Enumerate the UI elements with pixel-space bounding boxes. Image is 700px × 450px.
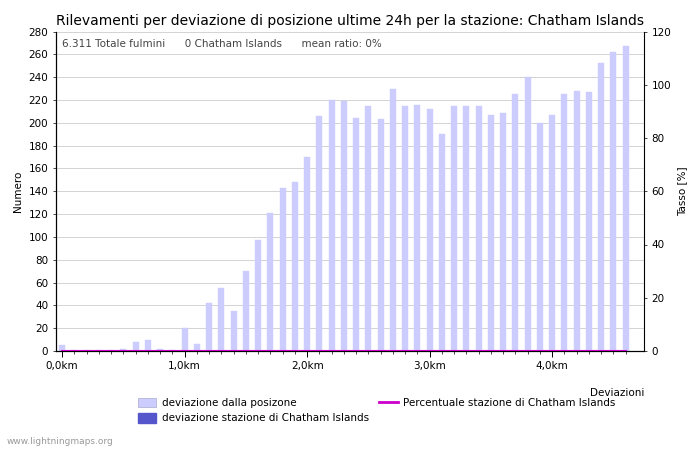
Text: 6.311 Totale fulmini      0 Chatham Islands      mean ratio: 0%: 6.311 Totale fulmini 0 Chatham Islands m… (62, 40, 382, 50)
Bar (157, 349, 163, 351)
Bar (500, 112, 506, 351)
Bar (377, 119, 384, 351)
Bar (402, 106, 408, 351)
Bar (169, 350, 176, 351)
Bar (132, 342, 139, 351)
Bar (71, 350, 78, 351)
Y-axis label: Numero: Numero (13, 171, 23, 212)
Bar (206, 303, 212, 351)
Bar (218, 288, 225, 351)
Bar (341, 101, 347, 351)
Text: Deviazioni: Deviazioni (589, 388, 644, 398)
Bar (524, 77, 531, 351)
Title: Rilevamenti per deviazione di posizione ultime 24h per la stazione: Chatham Isla: Rilevamenti per deviazione di posizione … (56, 14, 644, 27)
Bar (426, 109, 433, 351)
Bar (586, 92, 592, 351)
Bar (255, 240, 261, 351)
Bar (243, 271, 249, 351)
Bar (194, 344, 200, 351)
Bar (439, 134, 445, 351)
Bar (316, 116, 323, 351)
Bar (573, 91, 580, 351)
Bar (145, 340, 151, 351)
Y-axis label: Tasso [%]: Tasso [%] (677, 166, 687, 216)
Bar (267, 213, 274, 351)
Bar (292, 182, 298, 351)
Bar (365, 106, 372, 351)
Bar (353, 118, 359, 351)
Bar (120, 349, 127, 351)
Bar (598, 63, 604, 351)
Bar (488, 115, 494, 351)
Bar (59, 345, 65, 351)
Legend: deviazione dalla posizone, deviazione stazione di Chatham Islands, Percentuale s: deviazione dalla posizone, deviazione st… (138, 398, 615, 423)
Bar (475, 106, 482, 351)
Text: www.lightningmaps.org: www.lightningmaps.org (7, 436, 113, 446)
Bar (181, 328, 188, 351)
Bar (549, 115, 555, 351)
Bar (451, 106, 457, 351)
Bar (390, 89, 396, 351)
Bar (108, 350, 114, 351)
Bar (96, 350, 102, 351)
Bar (561, 94, 568, 351)
Bar (512, 94, 519, 351)
Bar (537, 123, 543, 351)
Bar (414, 104, 421, 351)
Bar (279, 188, 286, 351)
Bar (463, 106, 470, 351)
Bar (610, 52, 617, 351)
Bar (304, 157, 310, 351)
Bar (83, 350, 90, 351)
Bar (328, 100, 335, 351)
Bar (230, 311, 237, 351)
Bar (622, 46, 629, 351)
